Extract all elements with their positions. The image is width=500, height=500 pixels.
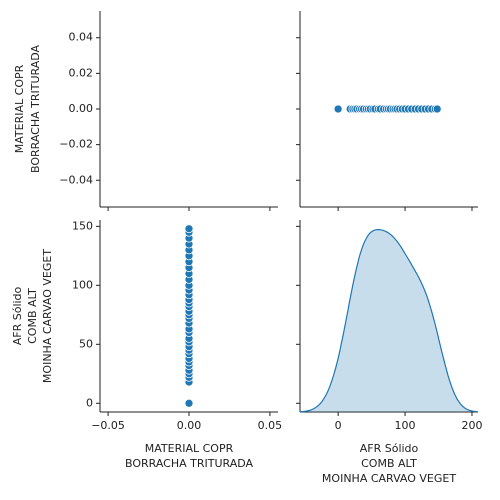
y-axis-label: BORRACHA TRITURADA — [29, 44, 42, 173]
x-axis-label: AFR Sólido — [360, 442, 419, 455]
y-tick-label: −0.04 — [59, 173, 93, 186]
x-axis-label: MOINHA CARVAO VEGET — [322, 472, 456, 485]
y-tick-label: 0 — [86, 396, 93, 409]
x-axis-label: BORRACHA TRITURADA — [125, 457, 254, 470]
y-tick-label: 100 — [72, 278, 93, 291]
y-axis-label: COMB ALT — [26, 288, 39, 344]
x-tick-label: 200 — [461, 419, 482, 432]
y-tick-label: 50 — [79, 337, 93, 350]
y-tick-label: 0.00 — [69, 102, 94, 115]
kde-line — [300, 229, 478, 413]
y-axis-label: MOINHA CARVAO VEGET — [41, 249, 54, 383]
y-tick-label: 0.04 — [69, 31, 94, 44]
x-axis-label: MATERIAL COPR — [145, 442, 234, 455]
x-tick-label: 0 — [335, 419, 342, 432]
y-tick-label: −0.02 — [59, 138, 93, 151]
x-axis-label: COMB ALT — [361, 457, 417, 470]
y-tick-label: 0.02 — [69, 66, 94, 79]
y-axis-label: AFR Sólido — [11, 286, 24, 345]
point — [432, 104, 442, 114]
y-tick-label: 150 — [72, 219, 93, 232]
point — [333, 104, 343, 114]
x-tick-label: 0.05 — [258, 419, 283, 432]
x-tick-label: −0.05 — [91, 419, 125, 432]
point — [184, 398, 194, 408]
x-tick-label: 100 — [395, 419, 416, 432]
x-tick-label: 0.00 — [177, 419, 202, 432]
y-axis-label: MATERIAL COPR — [13, 64, 26, 153]
kde-area — [300, 229, 478, 412]
point — [184, 224, 194, 234]
